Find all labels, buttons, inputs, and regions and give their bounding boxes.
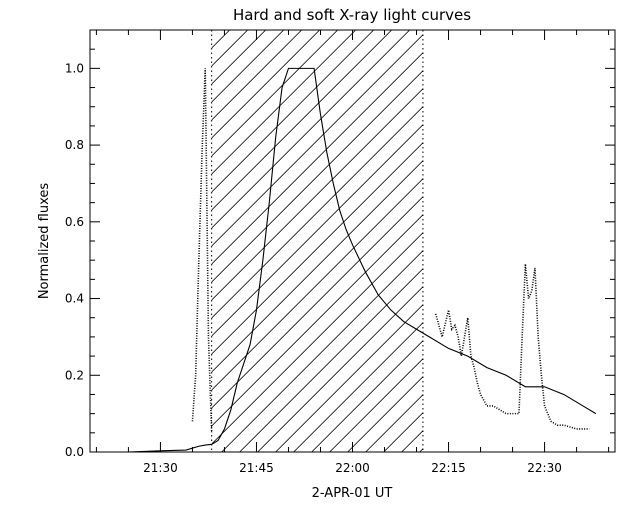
y-tick-label: 0.0	[65, 445, 84, 459]
plot-frame	[89, 29, 616, 453]
y-axis-label: Normalized fluxes	[37, 183, 52, 300]
y-tick-label: 1.0	[65, 61, 84, 75]
y-tick-label: 0.6	[65, 215, 84, 229]
x-tick-label: 21:30	[143, 461, 178, 475]
soft-xray-curve	[90, 67, 597, 452]
y-tick-label: 0.2	[65, 368, 84, 382]
x-tick-label: 22:15	[431, 461, 466, 475]
x-tick-label: 22:00	[335, 461, 370, 475]
series-layer	[90, 67, 597, 452]
axis-ticks: 0.0 0.2 0.4 0.6 0.8 1.0 21:30 21:45 22:00 22:15 22…	[65, 30, 615, 475]
y-tick-label: 0.8	[65, 138, 84, 152]
y-tick-label: 0.4	[65, 292, 84, 306]
hard-xray-curve-segment-1	[191, 68, 213, 433]
shaded-interval	[211, 30, 423, 452]
x-tick-label: 21:45	[239, 461, 274, 475]
chart-title: Hard and soft X-ray light curves	[233, 6, 471, 24]
hard-xray-curve-segment-2	[434, 263, 590, 430]
x-tick-label: 22:30	[527, 461, 562, 475]
x-axis-label: 2-APR-01 UT	[312, 486, 393, 501]
